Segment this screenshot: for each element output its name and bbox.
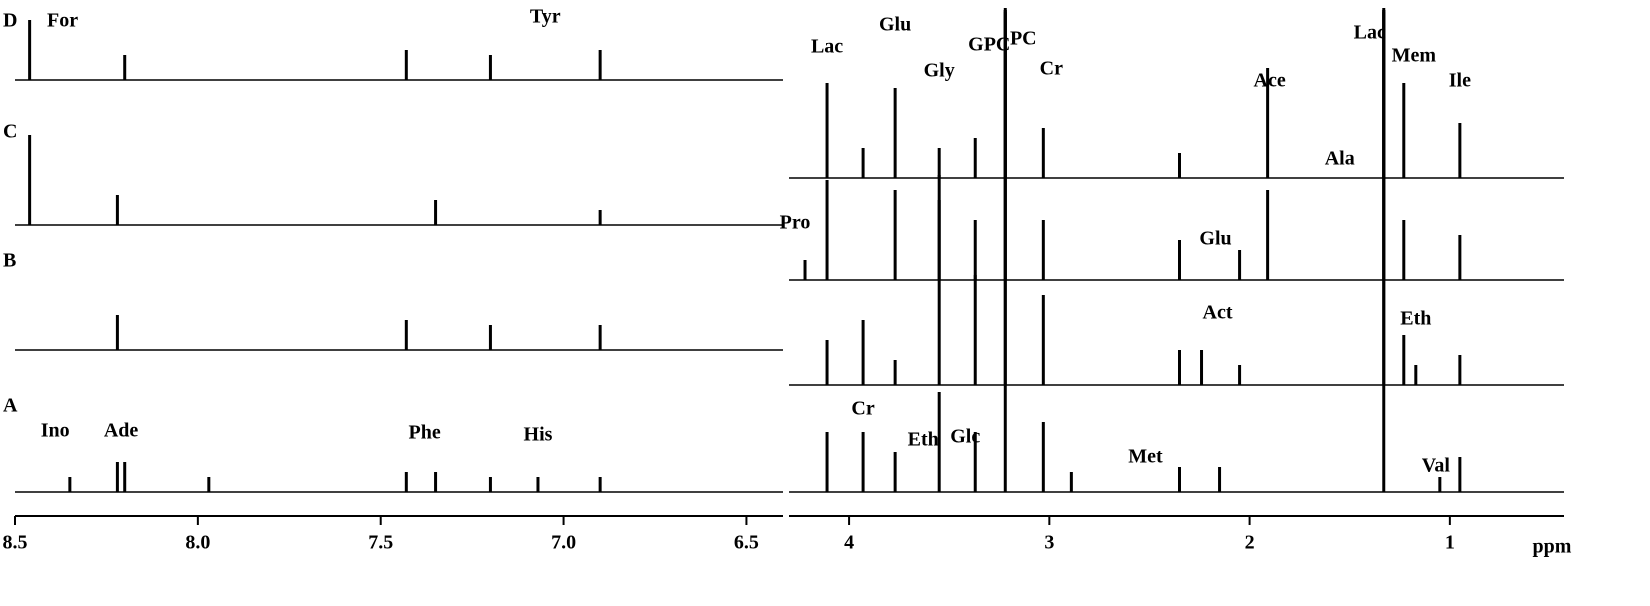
peak-label: Pro [780,212,811,234]
spectrum-label: D [3,10,17,32]
peak-label: Ala [1325,148,1355,170]
peak-label: Glc [950,426,980,448]
peak-label: Ade [104,420,139,442]
peak-label: GPC [968,34,1010,56]
x-tick-label: 8.0 [185,532,210,554]
spectrum-label: C [3,121,17,143]
peak-label: Phe [408,422,440,444]
x-tick-label: 1 [1445,532,1455,554]
peak-label: Eth [1400,308,1431,330]
x-axis-label: ppm [1533,536,1572,558]
peak-label: Glu [1199,228,1231,250]
peak-label: His [524,424,553,446]
peak-label: Act [1203,302,1233,324]
peak-label: Tyr [530,6,561,28]
peak-label: Cr [1040,58,1063,80]
x-tick-label: 8.5 [3,532,28,554]
x-tick-label: 3 [1044,532,1054,554]
x-tick-label: 4 [844,532,854,554]
peak-label: Glu [879,14,911,36]
peak-label: Cr [851,398,874,420]
peak-label: Val [1422,455,1451,477]
peak-label: For [47,10,78,32]
peak-label: Met [1128,446,1163,468]
spectrum-label: A [3,395,18,417]
peak-label: Ile [1449,70,1471,92]
x-tick-label: 7.0 [551,532,576,554]
peak-label: Mem [1392,45,1437,67]
peak-label: Ace [1254,70,1286,92]
x-tick-label: 6.5 [734,532,759,554]
peak-label: Lac [811,36,843,58]
peak-label: PC [1010,28,1037,50]
peak-label: Eth [908,429,939,451]
x-tick-label: 2 [1245,532,1255,554]
spectrum-label: B [3,250,16,272]
peak-label: Gly [924,60,955,82]
peak-label: Lac [1354,22,1386,44]
x-tick-label: 7.5 [368,532,393,554]
peak-label: Ino [41,420,70,442]
